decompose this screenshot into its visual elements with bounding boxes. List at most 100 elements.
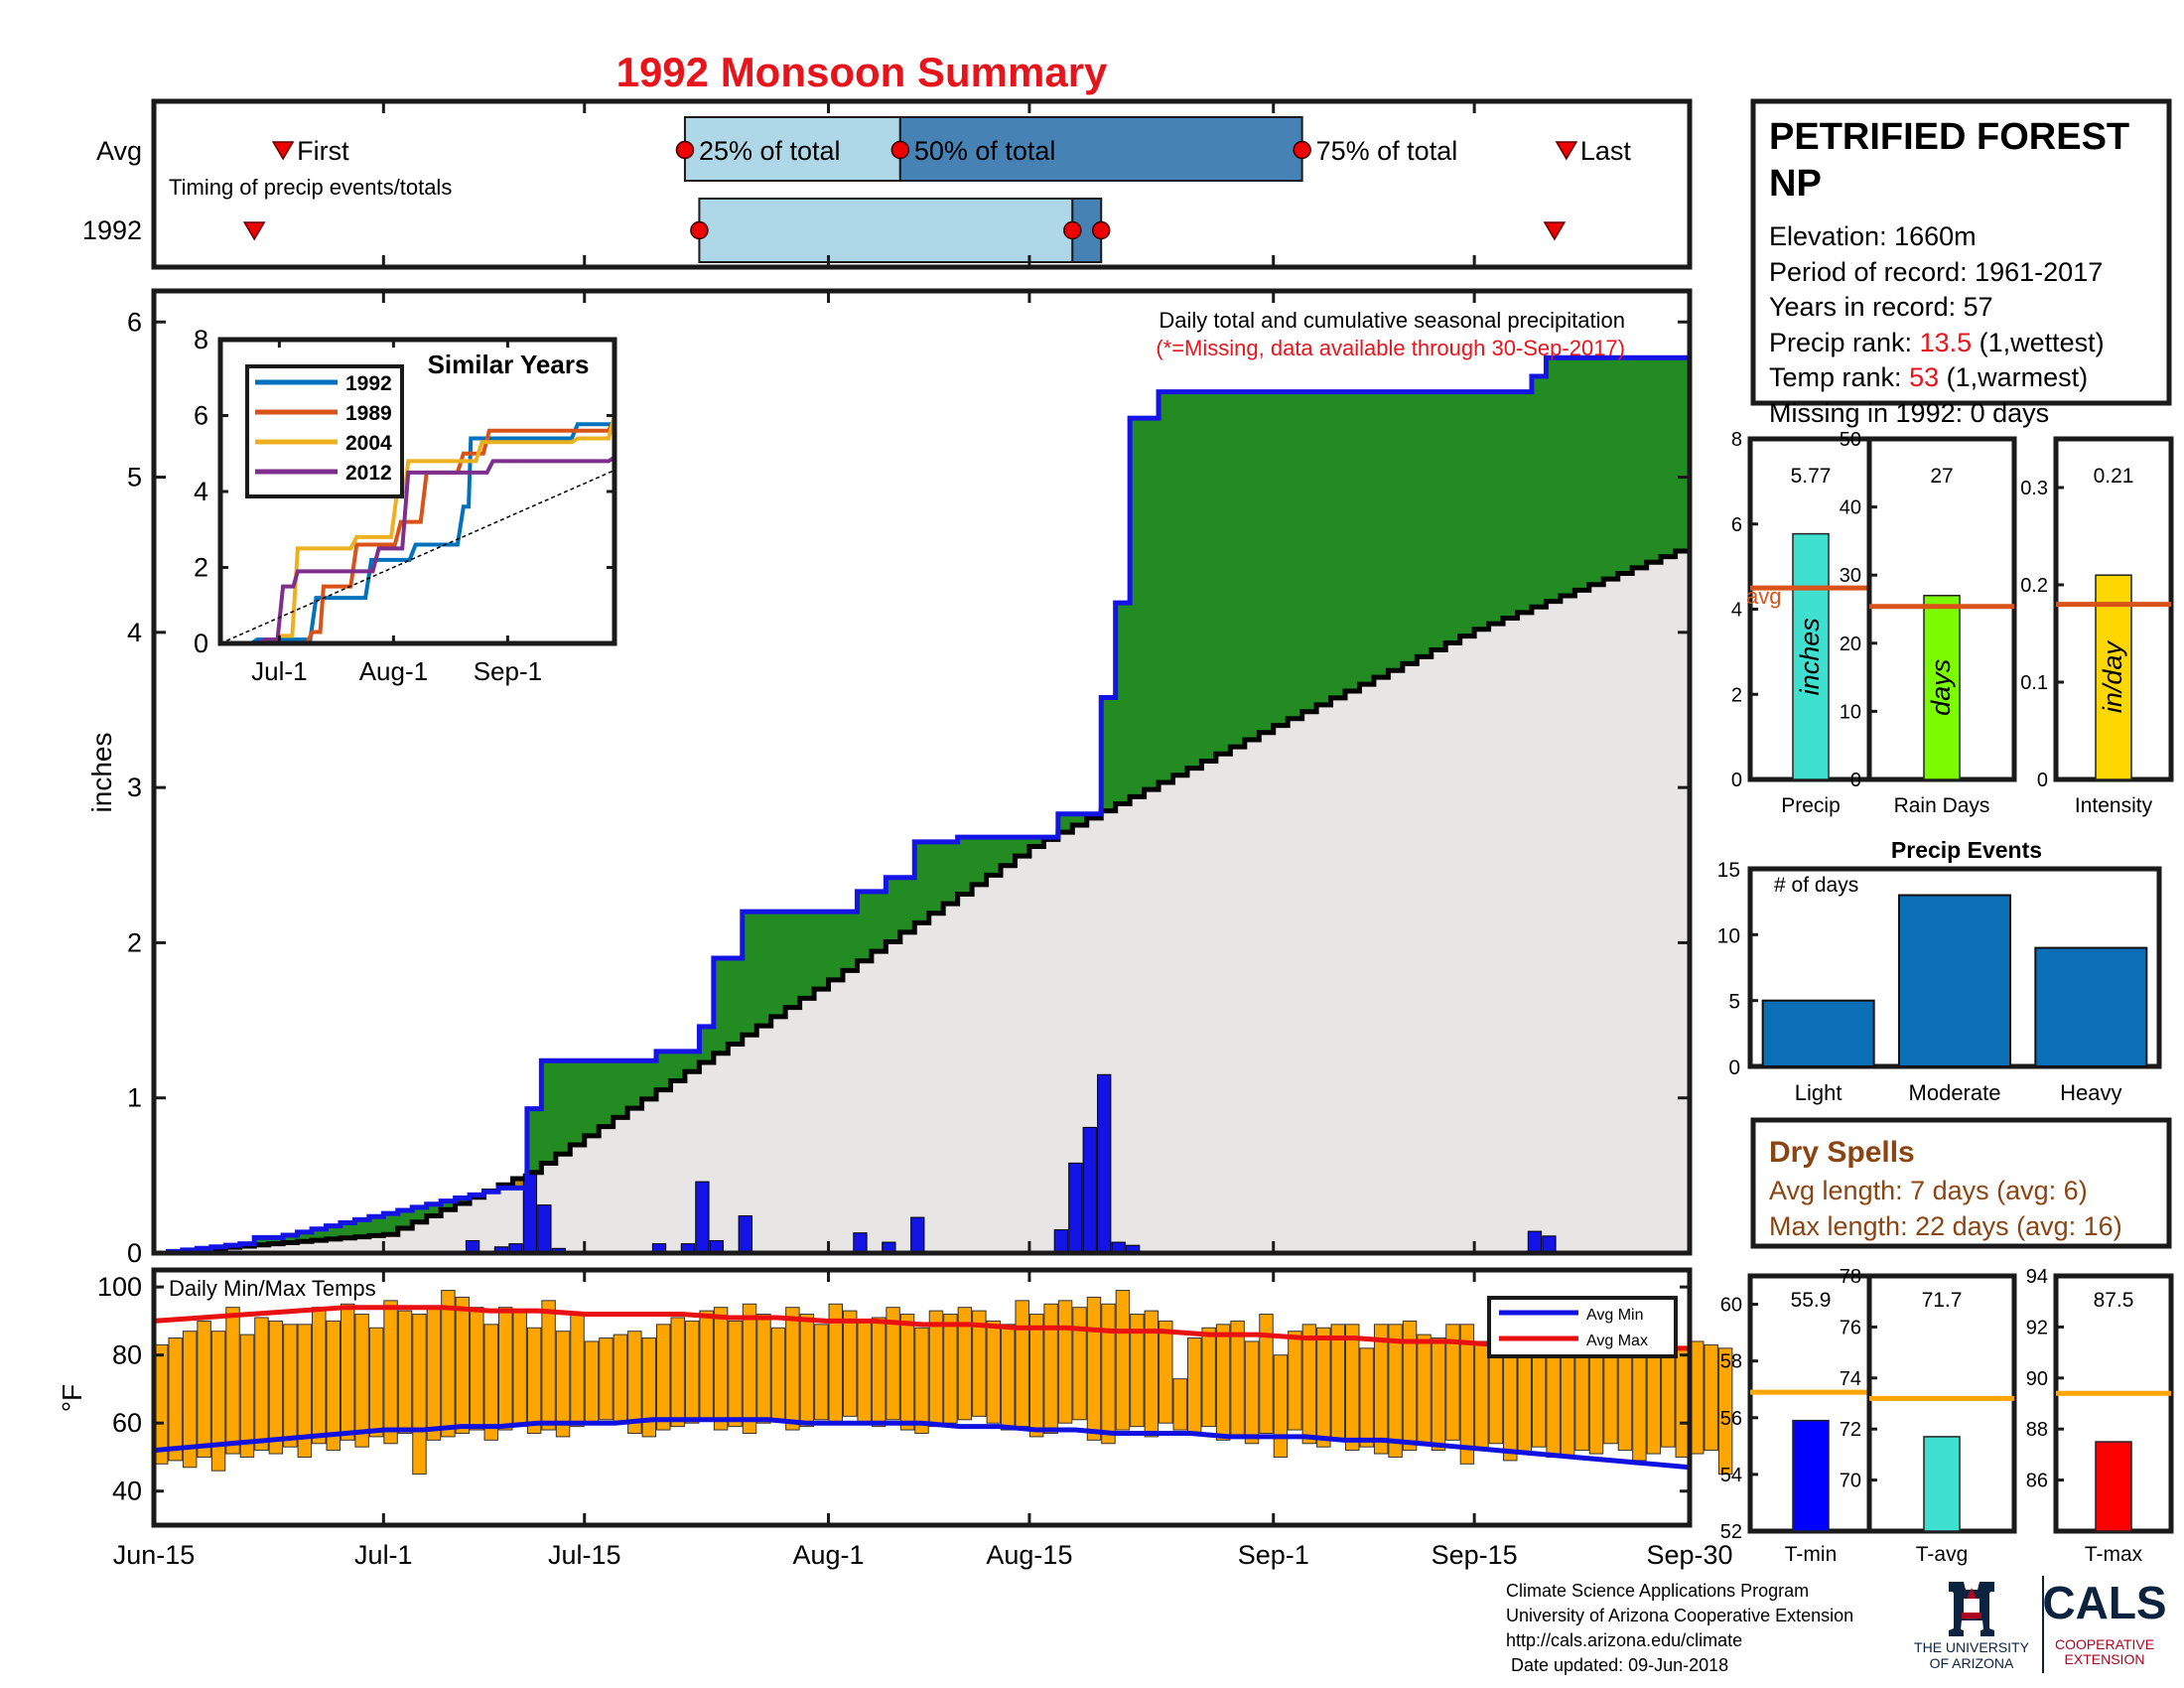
above-average-area bbox=[297, 1231, 313, 1242]
above-average-area bbox=[1159, 391, 1174, 782]
temp-title: Daily Min/Max Temps bbox=[169, 1276, 376, 1301]
avg-p75-label: 75% of total bbox=[1316, 136, 1458, 166]
above-average-area bbox=[455, 1197, 471, 1203]
summary-y-tick-label: 0 bbox=[1731, 770, 1742, 791]
precip-rank-value: 13.5 bbox=[1920, 328, 1973, 357]
daily-temp-bar bbox=[957, 1307, 973, 1421]
daily-temp-bar bbox=[1646, 1347, 1662, 1455]
summary-y-tick-label: 0 bbox=[1850, 770, 1861, 791]
above-average-area bbox=[1503, 391, 1519, 619]
temp-summary-xlabel: T-max bbox=[2085, 1543, 2143, 1566]
summary-unit: in/day bbox=[2098, 640, 2127, 714]
summary-y-tick-label: 50 bbox=[1840, 429, 1861, 451]
daily-temp-bar bbox=[1244, 1340, 1260, 1445]
daily-temp-bar bbox=[986, 1320, 1002, 1424]
above-average-area bbox=[441, 1200, 457, 1210]
daily-temp-bar bbox=[914, 1327, 929, 1434]
above-average-area bbox=[1588, 357, 1604, 585]
daily-temp-bar bbox=[1301, 1324, 1317, 1445]
above-average-area bbox=[1402, 391, 1418, 664]
daily-temp-bar bbox=[1086, 1296, 1102, 1441]
y-tick-label: 3 bbox=[127, 773, 142, 802]
daily-temp-bar bbox=[412, 1314, 427, 1476]
1992-p75-marker bbox=[1091, 220, 1111, 240]
y-tick-label: 1 bbox=[127, 1083, 142, 1113]
daily-temp-bar bbox=[1459, 1324, 1475, 1465]
above-average-area bbox=[1230, 391, 1246, 748]
temp-summary-bar bbox=[2095, 1441, 2132, 1532]
y-tick-label: 0 bbox=[127, 1238, 142, 1268]
avg-p25-label: 25% of total bbox=[699, 136, 841, 166]
summary-unit: days bbox=[1926, 659, 1956, 716]
event-category-label: Heavy bbox=[2060, 1080, 2121, 1105]
above-average-area bbox=[1431, 391, 1446, 650]
temp-summary-value: 71.7 bbox=[1922, 1289, 1963, 1312]
above-average-area bbox=[1488, 391, 1504, 625]
footer-credits: Climate Science Applications Program Uni… bbox=[1506, 1581, 1853, 1675]
summary-bar-chart-0: 5.77 inches Precip avg 0 2 4 6 8 bbox=[1731, 429, 1874, 817]
daily-temp-bar bbox=[268, 1320, 284, 1455]
above-average-area bbox=[742, 912, 757, 1036]
precip-annotation: Daily total and cumulative seasonal prec… bbox=[1159, 308, 1625, 333]
temp-rank-value: 53 bbox=[1909, 362, 1939, 392]
similar-years-title: Similar Years bbox=[428, 350, 590, 379]
series-line-2012 bbox=[220, 455, 616, 645]
daily-temp-bar bbox=[1431, 1337, 1446, 1452]
above-average-area bbox=[1546, 357, 1562, 602]
daily-temp-bar bbox=[814, 1324, 829, 1421]
avg-last-label: Last bbox=[1580, 136, 1632, 166]
event-category-label: Light bbox=[1795, 1080, 1843, 1105]
daily-temp-bar bbox=[1101, 1303, 1116, 1445]
event-category-label: Moderate bbox=[1909, 1080, 2001, 1105]
above-average-area bbox=[570, 1060, 586, 1146]
daily-temp-bar bbox=[326, 1320, 341, 1452]
daily-temp-bar bbox=[1159, 1320, 1173, 1424]
series-line-1992 bbox=[220, 422, 614, 645]
daily-temp-bar bbox=[1230, 1320, 1245, 1438]
station-info-box: PETRIFIED FOREST NP Elevation: 1660m Per… bbox=[1750, 98, 2172, 406]
y-tick-label: 6 bbox=[127, 307, 142, 337]
avg-p50-marker bbox=[890, 140, 910, 160]
daily-temp-bar bbox=[254, 1317, 269, 1452]
above-average-area bbox=[584, 1060, 600, 1136]
daily-temp-bar bbox=[168, 1337, 183, 1462]
above-average-area bbox=[713, 958, 729, 1054]
timing-marks: First 25% of total 50% of total 75% of tota… bbox=[242, 116, 1632, 263]
daily-precip-bar bbox=[1542, 1235, 1557, 1254]
daily-temp-bar bbox=[1130, 1314, 1145, 1428]
daily-temp-bar bbox=[483, 1324, 498, 1441]
daily-temp-bar bbox=[627, 1331, 642, 1434]
daily-temp-bar bbox=[541, 1300, 556, 1431]
temp-summary-value: 87.5 bbox=[2094, 1289, 2134, 1312]
legend-label-2004: 2004 bbox=[345, 432, 392, 455]
avg-max-line bbox=[153, 1305, 1690, 1351]
inset-x-tick-label: Aug-1 bbox=[359, 656, 428, 686]
summary-bar-chart-2: 0.21 in/day Intensity 0 0.1 0.2 0.3 bbox=[2020, 436, 2174, 817]
y-tick-label: 2 bbox=[127, 927, 142, 957]
daily-temp-bar bbox=[1273, 1354, 1289, 1458]
timing-avg-label: Avg bbox=[96, 136, 142, 166]
above-average-area bbox=[957, 837, 973, 895]
cals-logo: CALS COOPERATIVE EXTENSION bbox=[2042, 1577, 2166, 1667]
above-average-area bbox=[1474, 391, 1490, 630]
avg-p50-label: 50% of total bbox=[914, 136, 1056, 166]
temp-summary-y-tick-label: 54 bbox=[1720, 1465, 1742, 1486]
temp-summary-y-tick-label: 88 bbox=[2026, 1419, 2048, 1441]
temp-ylabel: °F bbox=[57, 1384, 87, 1412]
1992-last-marker bbox=[1543, 221, 1567, 241]
footer-line-1: Climate Science Applications Program bbox=[1506, 1581, 1809, 1601]
above-average-area bbox=[828, 912, 844, 980]
above-average-area bbox=[842, 912, 859, 971]
daily-temp-bar bbox=[1345, 1324, 1360, 1452]
footer-line-3: http://cals.arizona.edu/climate bbox=[1506, 1630, 1742, 1650]
daily-temp-bar bbox=[1402, 1320, 1418, 1452]
daily-temp-bar bbox=[283, 1324, 298, 1448]
daily-temp-bar bbox=[368, 1327, 384, 1438]
summary-y-tick-label: 20 bbox=[1840, 633, 1861, 655]
daily-temp-bar bbox=[641, 1337, 657, 1438]
temp-summary-chart-2: 87.5 T-max 86 88 90 92 94 bbox=[2026, 1266, 2174, 1566]
above-average-area bbox=[943, 841, 959, 905]
summary-bar bbox=[2095, 574, 2132, 780]
daily-temp-bar bbox=[770, 1327, 786, 1421]
